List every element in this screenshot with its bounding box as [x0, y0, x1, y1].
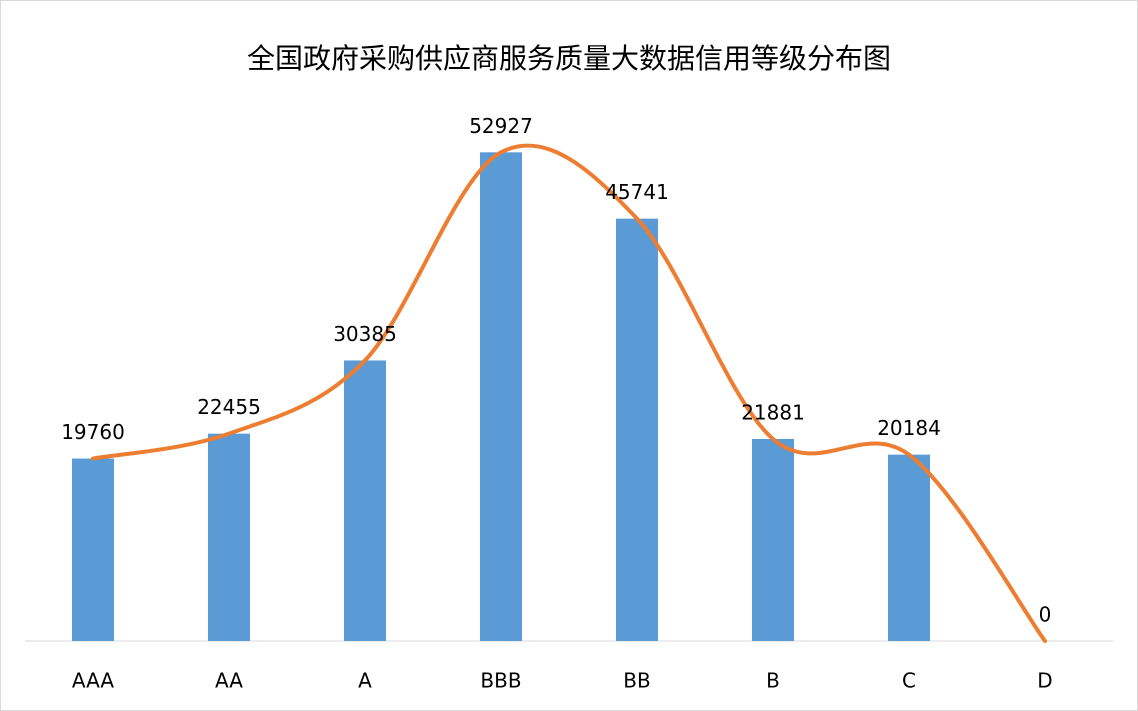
bar — [344, 360, 386, 641]
bar — [208, 433, 250, 641]
bar — [888, 454, 930, 641]
value-label: 21881 — [741, 400, 805, 424]
value-label: 20184 — [877, 416, 941, 440]
bar — [480, 152, 522, 641]
x-tick-label: C — [902, 669, 916, 693]
value-label: 52927 — [469, 114, 533, 138]
x-tick-label: AA — [215, 669, 243, 693]
value-label: 45741 — [605, 180, 669, 204]
value-label: 22455 — [197, 395, 261, 419]
bar — [72, 458, 114, 641]
x-tick-label: B — [766, 669, 780, 693]
value-label: 0 — [1039, 603, 1052, 627]
x-tick-label: BB — [623, 669, 650, 693]
x-tick-label: A — [358, 669, 372, 693]
x-tick-label: AAA — [72, 669, 114, 693]
value-label: 19760 — [61, 420, 125, 444]
trend-line — [91, 143, 1047, 643]
chart-title: 全国政府采购供应商服务质量大数据信用等级分布图 — [247, 42, 891, 75]
bar — [616, 218, 658, 642]
x-tick-label: D — [1037, 669, 1052, 693]
bar — [752, 438, 794, 641]
value-label: 30385 — [333, 322, 397, 346]
x-tick-label: BBB — [480, 669, 521, 693]
